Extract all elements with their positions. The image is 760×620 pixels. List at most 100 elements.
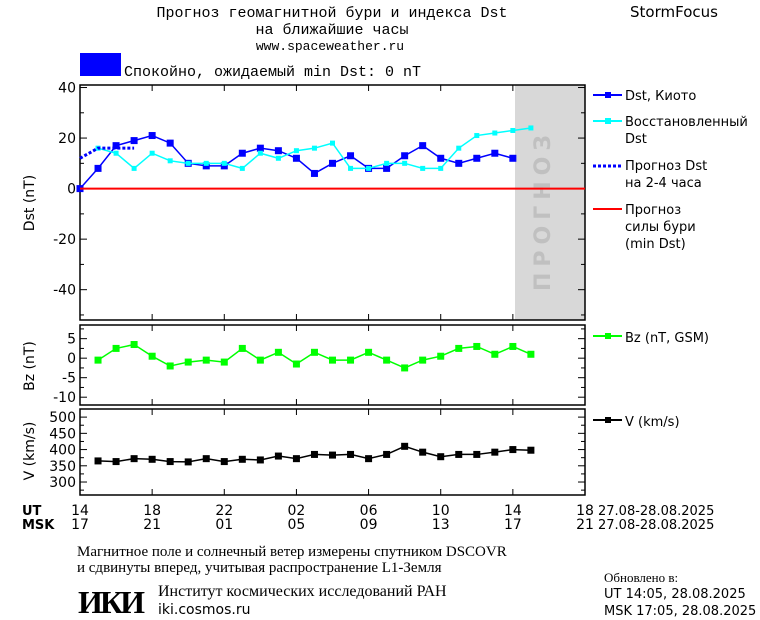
data-point bbox=[455, 450, 463, 458]
updated-label: Обновлено в: bbox=[604, 570, 678, 585]
data-point bbox=[528, 125, 534, 131]
data-point bbox=[275, 155, 281, 161]
dst-panel: ПРОГНОЗ 40 20 0 -20 -40 bbox=[53, 81, 586, 321]
x-tick-label-msk: 17 bbox=[504, 517, 522, 533]
data-point bbox=[365, 455, 373, 463]
y-tick-label: -20 bbox=[53, 232, 76, 248]
data-point bbox=[401, 364, 409, 372]
data-point bbox=[148, 455, 156, 463]
data-point bbox=[94, 356, 102, 364]
legend-kyoto: Dst, Киото bbox=[625, 89, 696, 104]
brand: StormFocus bbox=[630, 3, 718, 21]
data-point bbox=[420, 165, 426, 171]
series-line bbox=[97, 343, 532, 369]
data-point bbox=[456, 145, 462, 151]
data-point bbox=[166, 362, 174, 370]
bz-ylabel: Bz (nT) bbox=[22, 341, 38, 391]
x-tick-label-msk: 17 bbox=[71, 517, 89, 533]
legend-forecast-2: на 2-4 часа bbox=[625, 176, 702, 191]
y-tick-label: 400 bbox=[49, 443, 76, 459]
legend-bz: Bz (nT, GSM) bbox=[625, 331, 709, 346]
data-point bbox=[149, 150, 155, 156]
legend-reconstructed-2: Dst bbox=[625, 132, 647, 147]
x-tick-label-msk: 13 bbox=[432, 517, 450, 533]
data-point bbox=[292, 455, 300, 463]
plot-frame bbox=[79, 408, 586, 496]
y-tick-label: 20 bbox=[58, 131, 76, 147]
date-range-msk: 27.08-28.08.2025 bbox=[598, 518, 714, 533]
data-point bbox=[455, 159, 463, 167]
data-point bbox=[455, 344, 463, 352]
data-point bbox=[437, 453, 445, 461]
data-point bbox=[112, 344, 120, 352]
data-point bbox=[383, 450, 391, 458]
x-tick-label-ut: 22 bbox=[215, 503, 233, 519]
data-point bbox=[473, 450, 481, 458]
forecast-watermark: ПРОГНОЗ bbox=[531, 129, 556, 291]
data-point bbox=[311, 145, 317, 151]
data-point bbox=[510, 127, 516, 133]
data-point bbox=[274, 452, 282, 460]
data-point bbox=[509, 446, 517, 454]
data-point bbox=[491, 350, 499, 358]
data-point bbox=[347, 152, 355, 160]
series-line bbox=[79, 134, 514, 190]
institute-url[interactable]: iki.cosmos.ru bbox=[158, 602, 250, 618]
legend-v-marker bbox=[605, 417, 611, 423]
data-point bbox=[310, 169, 318, 177]
data-point bbox=[202, 162, 210, 170]
y-tick-label: -10 bbox=[53, 390, 76, 406]
data-point bbox=[220, 458, 228, 466]
data-point bbox=[292, 154, 300, 162]
status-text: Спокойно, ожидаемый min Dst: 0 nT bbox=[124, 64, 421, 81]
legend-forecast-1: Прогноз Dst bbox=[625, 159, 707, 174]
data-point bbox=[202, 455, 210, 463]
data-point bbox=[166, 139, 174, 147]
data-point bbox=[329, 356, 336, 364]
y-tick-label: -40 bbox=[53, 283, 76, 299]
y-tick-label: 300 bbox=[49, 475, 76, 491]
forecast-zone bbox=[515, 85, 585, 320]
x-tick-label-ut: 18 bbox=[143, 503, 161, 519]
data-point bbox=[202, 356, 210, 364]
data-point bbox=[347, 450, 355, 458]
data-point bbox=[491, 448, 499, 456]
data-point bbox=[148, 132, 156, 140]
data-point bbox=[167, 158, 173, 164]
x-tick-label-ut: 10 bbox=[432, 503, 450, 519]
data-point bbox=[419, 448, 427, 456]
msk-label: MSK bbox=[22, 518, 55, 533]
plot-frame bbox=[79, 324, 586, 406]
data-point bbox=[384, 160, 390, 166]
forecast-line bbox=[79, 146, 135, 160]
data-point bbox=[492, 130, 498, 136]
data-point bbox=[401, 442, 409, 450]
data-point bbox=[402, 160, 408, 166]
x-tick-label-msk: 09 bbox=[360, 517, 378, 533]
data-point bbox=[131, 165, 137, 171]
legend-reconstructed-marker bbox=[605, 118, 611, 124]
data-point bbox=[113, 150, 119, 156]
data-point bbox=[509, 342, 517, 350]
y-tick-label: 450 bbox=[49, 426, 76, 442]
site-url: www.spaceweather.ru bbox=[256, 39, 404, 54]
y-tick-label: 0 bbox=[67, 182, 76, 198]
data-point bbox=[148, 352, 156, 360]
data-point bbox=[238, 455, 246, 463]
x-tick-label-ut: 14 bbox=[504, 503, 522, 519]
data-point bbox=[348, 165, 354, 171]
title-line2: на ближайшие часы bbox=[255, 22, 408, 39]
data-point bbox=[185, 160, 191, 166]
legend-v: V (km/s) bbox=[625, 415, 680, 430]
v-ylabel: V (km/s) bbox=[22, 422, 38, 481]
legend-storm-1: Прогноз bbox=[625, 203, 681, 218]
data-point bbox=[94, 457, 102, 465]
institute-name: Институт космических исследований РАН bbox=[158, 583, 447, 600]
data-point bbox=[184, 458, 192, 466]
data-point bbox=[527, 446, 535, 454]
data-point bbox=[221, 160, 227, 166]
